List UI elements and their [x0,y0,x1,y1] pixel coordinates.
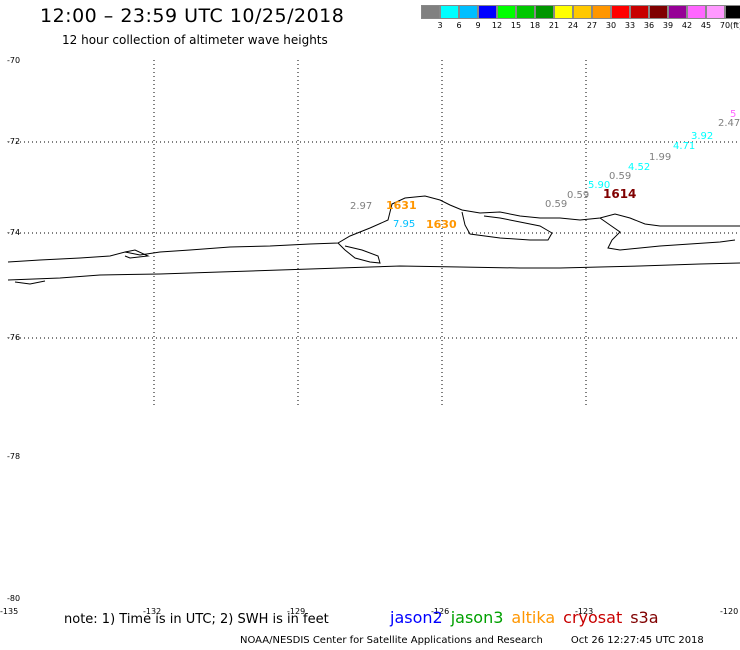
wave-height-reading: 2.47 [718,118,740,129]
legend-label: 70 [719,21,731,30]
wave-height-reading: 5 [730,109,736,120]
ice-shelf-outline [124,249,150,259]
latitude-label: -70 [7,56,21,65]
footer-timestamp: Oct 26 12:27:45 UTC 2018 [570,635,704,646]
legend-label: 15 [510,21,522,30]
longitude-label: -123 [575,607,594,616]
legend-swatch [535,5,554,19]
wave-height-reading: 1614 [603,187,636,201]
satellite-name: altika [511,608,556,627]
legend-label: 39 [662,21,674,30]
legend-swatch [706,5,725,19]
latitude-label: -80 [7,594,21,603]
legend-label: 9 [475,21,481,30]
ice-shelf-outline [599,217,736,251]
wave-height-reading: 4.71 [673,141,695,152]
legend-label: 6 [456,21,462,30]
legend-label: 3 [437,21,443,30]
legend-label: 18 [529,21,541,30]
longitude-label: -132 [143,607,162,616]
legend-swatch [516,5,535,19]
wave-height-readings: 2.977.95163116300.590.595.9016140.594.52… [350,109,740,231]
legend-swatch [668,5,687,19]
legend-swatch [573,5,592,19]
longitude-label: -135 [0,607,19,616]
legend-label: 30 [605,21,617,30]
legend-swatch [421,5,440,19]
footer: NOAA/NESDIS Center for Satellite Applica… [240,635,704,646]
legend-label: 42 [681,21,693,30]
legend-swatch [611,5,630,19]
coastline-inner-edge [7,262,740,281]
ice-shelf-outline [337,242,381,264]
longitude-label: -129 [287,607,306,616]
legend-swatch [630,5,649,19]
legend-label: 27 [586,21,598,30]
wave-height-reading: 1630 [426,218,457,231]
ice-shelf-outline [461,211,553,241]
wave-height-reading: 2.97 [350,201,372,212]
wave-height-reading: 0.59 [609,171,631,182]
ice-shelf-outline [14,280,46,285]
legend-label: 24 [567,21,579,30]
legend-label: 21 [548,21,560,30]
satellite-name: cryosat [563,608,623,627]
legend-swatch [725,5,740,19]
wave-height-reading: 5.90 [588,180,610,191]
wave-height-reading: 1631 [386,199,417,212]
wave-height-reading: 4.52 [628,162,650,173]
wave-height-reading: 0.59 [545,199,567,210]
legend-label: 36 [643,21,655,30]
legend-swatch [687,5,706,19]
wave-height-reading: 7.95 [393,219,415,230]
legend-swatch [459,5,478,19]
legend-swatch [592,5,611,19]
latitude-label: -76 [7,333,21,342]
legend-label: 45 [700,21,712,30]
legend-swatch [497,5,516,19]
map-subtitle: 12 hour collection of altimeter wave hei… [62,33,328,47]
coastline-outer-edge [7,195,740,263]
wave-height-reading: 1.99 [649,152,671,163]
footer-credit: NOAA/NESDIS Center for Satellite Applica… [240,635,543,646]
legend-label: 33 [624,21,636,30]
legend-swatch [554,5,573,19]
latitude-label: -74 [7,228,21,237]
satellite-name: jason3 [450,608,504,627]
legend-swatch [440,5,459,19]
map-graticule [8,60,740,408]
longitude-label: -126 [431,607,450,616]
legend-label: 12 [491,21,503,30]
satellite-name: jason2 [390,608,443,627]
latitude-label: -78 [7,452,21,461]
units-note: note: 1) Time is in UTC; 2) SWH is in fe… [64,612,329,627]
satellite-legend: jason2 jason3 altika cryosat s3a [390,608,659,627]
wave-height-reading: 3.92 [691,131,713,142]
legend-swatch [478,5,497,19]
wave-height-reading: 0.59 [567,190,589,201]
longitude-label: -120 [720,607,739,616]
coastline [7,195,740,285]
latitude-label: -72 [7,137,21,146]
satellite-name: s3a [630,608,659,627]
legend-label: (ft) [729,21,740,30]
map-title: 12:00 – 23:59 UTC 10/25/2018 [40,5,345,27]
legend-swatch [649,5,668,19]
